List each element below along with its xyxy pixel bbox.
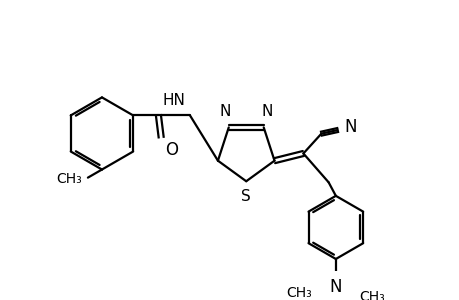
Text: O: O [164,141,177,159]
Text: N: N [261,104,273,119]
Text: N: N [343,118,356,136]
Text: N: N [219,104,230,119]
Text: CH₃: CH₃ [286,286,312,300]
Text: N: N [329,278,341,296]
Text: CH₃: CH₃ [358,290,384,300]
Text: HN: HN [162,93,185,108]
Text: CH₃: CH₃ [56,172,82,186]
Text: S: S [241,189,251,204]
